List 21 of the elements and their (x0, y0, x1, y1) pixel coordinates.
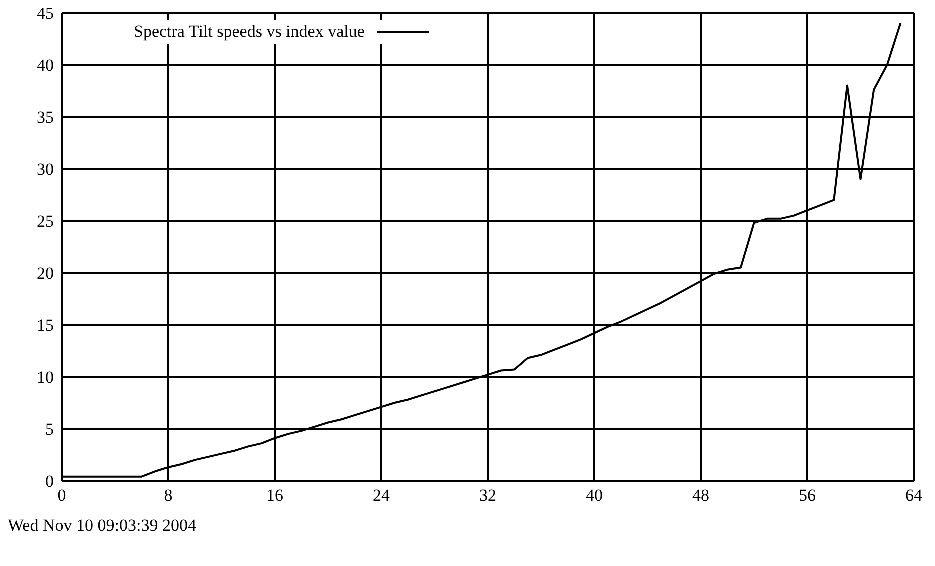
x-tick-label: 0 (58, 486, 66, 506)
x-tick-label: 40 (586, 486, 603, 506)
legend-label: Spectra Tilt speeds vs index value (134, 22, 365, 42)
x-tick-label: 32 (480, 486, 496, 506)
y-tick-label: 5 (46, 420, 54, 440)
y-tick-label: 30 (37, 160, 54, 180)
x-tick-label: 16 (266, 486, 284, 506)
y-tick-label: 35 (37, 108, 54, 128)
y-tick-label: 20 (37, 264, 54, 284)
x-tick-label: 64 (906, 486, 923, 506)
y-tick-label: 0 (46, 472, 54, 492)
x-tick-label: 56 (799, 486, 816, 506)
y-tick-label: 45 (37, 4, 54, 24)
y-tick-label: 15 (37, 316, 54, 336)
x-tick-label: 8 (164, 486, 173, 506)
x-tick-label: 48 (692, 486, 710, 506)
y-tick-label: 25 (37, 212, 54, 232)
y-tick-label: 40 (37, 56, 54, 76)
y-tick-label: 10 (37, 368, 54, 388)
text: Wed Nov 10 09:03:39 2004 (8, 516, 196, 536)
x-tick-label: 24 (373, 486, 390, 506)
